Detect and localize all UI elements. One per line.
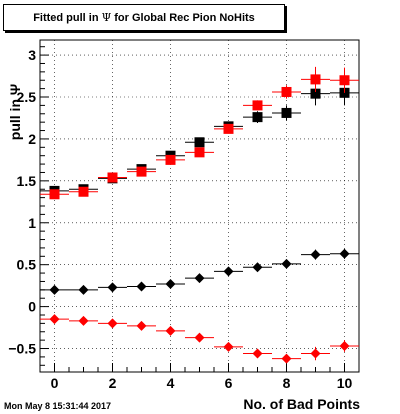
square-marker bbox=[281, 107, 292, 118]
diamond-marker bbox=[194, 332, 205, 343]
diamond-marker bbox=[49, 284, 60, 295]
y-tick-label: 1.5 bbox=[17, 173, 37, 189]
square-marker bbox=[281, 86, 292, 97]
diamond-marker bbox=[252, 348, 263, 359]
diamond-marker bbox=[339, 248, 350, 259]
square-marker bbox=[223, 123, 234, 134]
chart-title-prefix: Fitted pull in bbox=[33, 12, 99, 24]
chart-title-suffix: for Global Rec Pion NoHits bbox=[114, 12, 255, 24]
x-tick-label: 8 bbox=[283, 375, 291, 391]
square-marker bbox=[310, 88, 321, 99]
diamond-marker bbox=[78, 284, 89, 295]
timestamp: Mon May 8 15:31:44 2017 bbox=[4, 401, 112, 411]
diamond-marker bbox=[136, 281, 147, 292]
y-axis-label: pull in Ψ bbox=[7, 84, 23, 140]
square-marker bbox=[339, 75, 350, 86]
data-layer bbox=[40, 66, 359, 364]
diamond-marker bbox=[165, 278, 176, 289]
diamond-marker bbox=[78, 315, 89, 326]
square-marker bbox=[252, 112, 263, 123]
x-tick-label: 2 bbox=[109, 375, 117, 391]
square-marker bbox=[107, 172, 118, 183]
y-tick-label: 1 bbox=[28, 215, 36, 231]
y-tick-label: 2 bbox=[28, 131, 36, 147]
axis-layer: −0.5 0 0.5 1 1.5 2 2.5 3 0 2 4 6 8 10 bbox=[8, 46, 353, 391]
diamond-marker bbox=[49, 314, 60, 325]
diamond-marker bbox=[107, 318, 118, 329]
diamond-marker bbox=[165, 325, 176, 336]
diamond-marker bbox=[310, 348, 321, 359]
square-marker bbox=[194, 137, 205, 148]
diamond-marker bbox=[339, 341, 350, 352]
y-tick-label: 0.5 bbox=[17, 257, 37, 273]
square-marker bbox=[78, 186, 89, 197]
y-tick-label: 0 bbox=[28, 299, 36, 315]
x-tick-label: 6 bbox=[225, 375, 233, 391]
diamond-marker bbox=[310, 249, 321, 260]
diamond-marker bbox=[252, 262, 263, 273]
diamond-marker bbox=[281, 258, 292, 269]
x-tick-label: 0 bbox=[51, 375, 59, 391]
chart-title-symbol: Ψ bbox=[101, 11, 112, 24]
square-marker bbox=[49, 189, 60, 200]
square-marker bbox=[310, 74, 321, 85]
y-tick-label: 3 bbox=[28, 47, 36, 63]
square-marker bbox=[165, 154, 176, 165]
diamond-marker bbox=[107, 282, 118, 293]
diamond-marker bbox=[194, 273, 205, 284]
square-marker bbox=[136, 166, 147, 177]
x-tick-label: 10 bbox=[337, 375, 353, 391]
y-tick-label: 2.5 bbox=[17, 89, 37, 105]
diamond-marker bbox=[136, 320, 147, 331]
x-tick-label: 4 bbox=[167, 375, 175, 391]
y-tick-label: −0.5 bbox=[8, 341, 36, 357]
diamond-marker bbox=[281, 353, 292, 364]
diamond-marker bbox=[223, 266, 234, 277]
square-marker bbox=[252, 100, 263, 111]
diamond-marker bbox=[223, 341, 234, 352]
x-axis-label: No. of Bad Points bbox=[243, 396, 360, 412]
square-marker bbox=[194, 147, 205, 158]
